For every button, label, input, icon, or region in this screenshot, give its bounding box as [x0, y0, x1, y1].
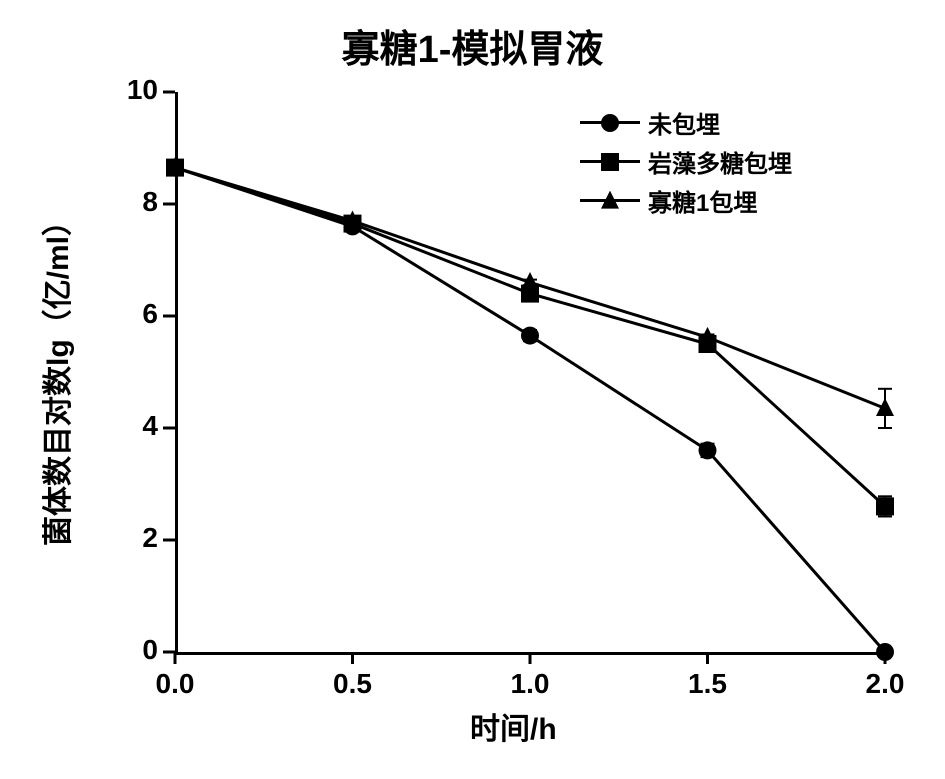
legend-label: 寡糖1包埋	[648, 183, 757, 218]
y-tick-label: 2	[108, 522, 158, 554]
y-tick-label: 6	[108, 298, 158, 330]
y-tick-label: 0	[108, 634, 158, 666]
legend-label: 岩藻多糖包埋	[648, 144, 792, 179]
x-tick-label: 1.5	[683, 668, 733, 700]
y-tick-label: 4	[108, 410, 158, 442]
legend-marker-square	[580, 152, 640, 172]
y-axis-label: 菌体数目对数lg（亿/ml）	[33, 166, 77, 586]
x-tick-label: 2.0	[860, 668, 910, 700]
legend-item: 未包埋	[580, 105, 792, 140]
legend-marker-triangle	[580, 191, 640, 211]
y-tick-label: 8	[108, 186, 158, 218]
x-tick-label: 0.0	[150, 668, 200, 700]
y-tick-label: 10	[108, 74, 158, 106]
x-tick-label: 1.0	[505, 668, 555, 700]
x-tick-label: 0.5	[328, 668, 378, 700]
x-axis-label: 时间/h	[470, 704, 557, 748]
legend-label: 未包埋	[648, 105, 720, 140]
legend-marker-circle	[580, 113, 640, 133]
legend: 未包埋岩藻多糖包埋寡糖1包埋	[580, 105, 792, 222]
legend-item: 寡糖1包埋	[580, 183, 792, 218]
legend-item: 岩藻多糖包埋	[580, 144, 792, 179]
chart-container: 寡糖1-模拟胃液 菌体数目对数lg（亿/ml） 时间/h 未包埋岩藻多糖包埋寡糖…	[0, 0, 945, 779]
